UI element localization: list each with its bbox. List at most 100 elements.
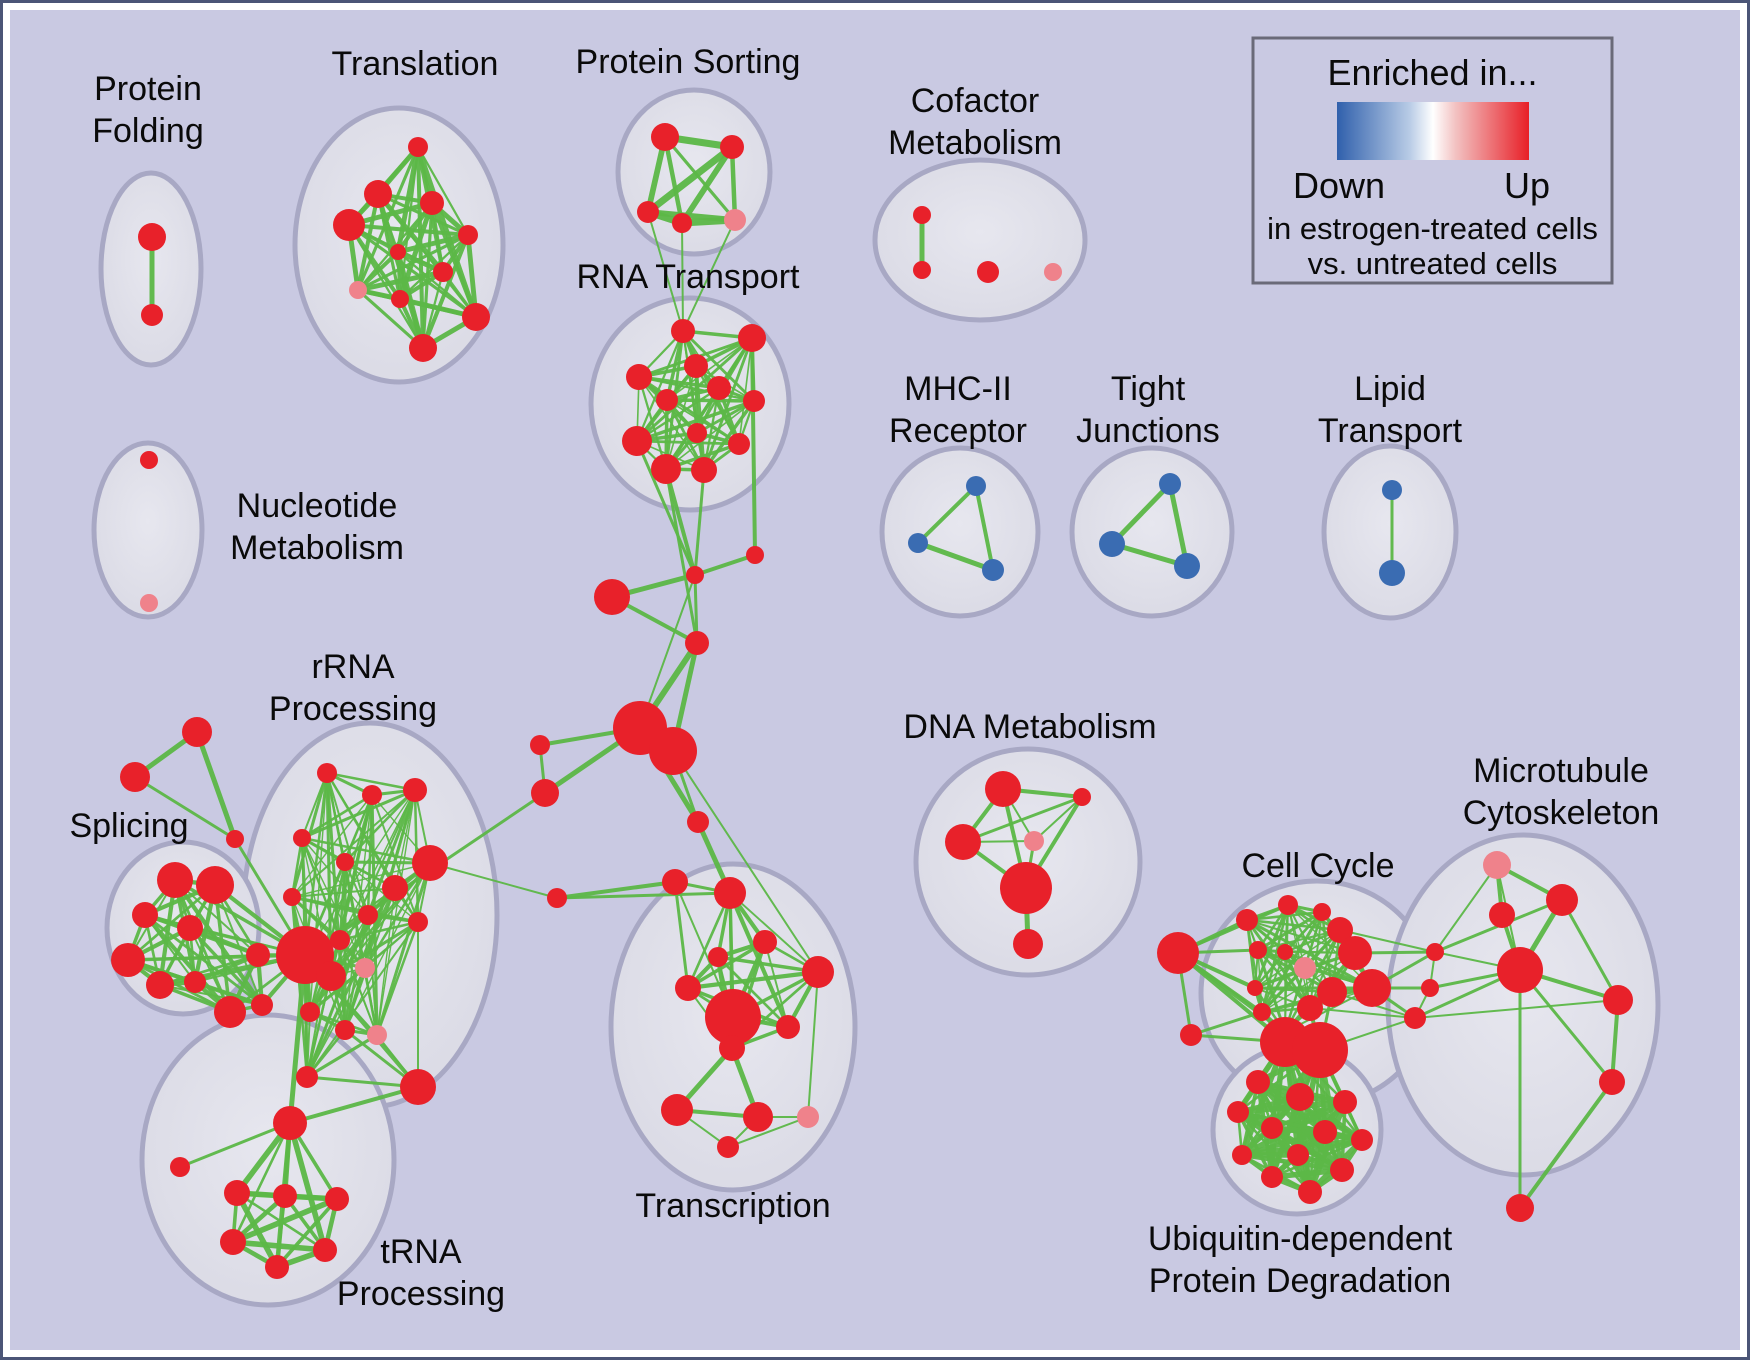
cluster-label-cofactor-metabolism: Cofactor Metabolism [888,82,1062,162]
similarity-edge [375,920,420,1037]
similarity-edge [230,1239,328,1253]
similarity-edge [638,376,705,471]
similarity-edge [343,788,417,864]
gene-set-node [132,902,158,928]
gene-set-node [1286,1083,1314,1111]
gene-set-node [226,830,244,848]
cluster-ellipse-tight-junctions [1069,445,1235,619]
gene-set-node [547,888,567,908]
gene-set-node [684,354,708,378]
similarity-edge [213,883,232,1014]
gene-set-node [336,853,354,871]
gene-set-node [1317,977,1347,1007]
similarity-edge [662,134,685,226]
gene-set-node [140,594,158,612]
cluster-label-mhc-ii-receptor: MHC-II Receptor [889,370,1027,450]
gene-set-node [214,996,246,1028]
similarity-edge [1245,918,1312,1010]
gene-set-node [433,262,453,282]
gene-set-node [686,566,704,584]
gene-set-node [1338,936,1372,970]
gene-set-node [982,559,1004,581]
similarity-edge [635,329,685,443]
similarity-edge [367,914,378,1036]
gene-set-node [400,1069,436,1105]
gene-set-node [120,762,150,792]
gene-set-node [1327,917,1353,943]
similarity-edge [681,222,684,332]
similarity-edge [344,794,373,863]
similarity-edge [663,135,737,222]
similarity-edge [300,836,432,865]
gene-set-node [362,785,382,805]
similarity-edge [375,861,432,1037]
similarity-edge [673,880,690,990]
gene-set-node [1180,1024,1202,1046]
gene-set-node [685,631,709,655]
similarity-edge [356,233,470,292]
gene-set-node [111,943,145,977]
gene-set-node [1497,947,1543,993]
gene-set-node [1292,1022,1348,1078]
gene-set-node [335,1020,355,1040]
gene-set-node [656,389,678,411]
similarity-edge [300,793,374,840]
gene-set-node [797,1106,819,1128]
gene-set-node [1157,932,1199,974]
similarity-edge [178,1121,292,1169]
gene-set-node [985,771,1021,807]
gene-set-node [246,943,270,967]
similarity-edge [664,467,699,645]
gene-set-node [1506,1194,1534,1222]
similarity-edge [693,553,757,577]
similarity-edge [291,862,431,898]
gene-set-node [1353,969,1391,1007]
similarity-edge [685,969,821,991]
similarity-edge [339,789,416,941]
cluster-label-nucleotide-metabolism: Nucleotide Metabolism [230,487,404,567]
similarity-edge [376,887,396,1036]
gene-set-node [220,1229,246,1255]
gene-set-node [1379,560,1405,586]
gene-set-node [966,476,986,496]
similarity-edge [647,211,684,332]
similarity-edge [193,980,264,1007]
gene-set-node [313,1238,337,1262]
gene-set-node [1232,1145,1252,1165]
similarity-edge [665,398,756,403]
similarity-edge [637,375,668,471]
gene-set-node [157,862,193,898]
gene-set-node [626,364,652,390]
similarity-edge [1033,796,1083,842]
similarity-edge [300,788,417,840]
gene-set-node [1330,1158,1354,1182]
cluster-label-tight-junctions: Tight Junctions [1076,370,1220,450]
gene-set-node [1261,1117,1283,1139]
similarity-edge [364,967,378,1036]
gene-set-node [1249,941,1267,959]
similarity-edge [666,337,753,401]
gene-set-node [651,123,679,151]
gene-set-node [1287,1144,1309,1166]
gene-set-node [1313,1120,1337,1144]
similarity-edge [664,467,697,577]
gene-set-node [724,209,746,231]
similarity-edge [682,219,736,332]
cluster-label-layer: Protein Folding Translation Protein Sorting… [69,43,1659,1313]
similarity-edge [290,836,304,899]
similarity-edge [716,955,790,1029]
cluster-label-translation: Translation [332,45,499,83]
gene-set-node [317,763,337,783]
gene-set-node [913,261,931,279]
gene-set-node [746,546,764,564]
similarity-edge [1434,864,1498,953]
gene-set-node [273,1184,297,1208]
gene-set-node [1247,980,1263,996]
similarity-edge [637,375,756,403]
similarity-edge [343,966,367,1032]
similarity-edge [376,789,416,1036]
similarity-edge [1167,481,1190,569]
gene-set-node [330,930,350,950]
gene-set-node [1227,1101,1249,1123]
